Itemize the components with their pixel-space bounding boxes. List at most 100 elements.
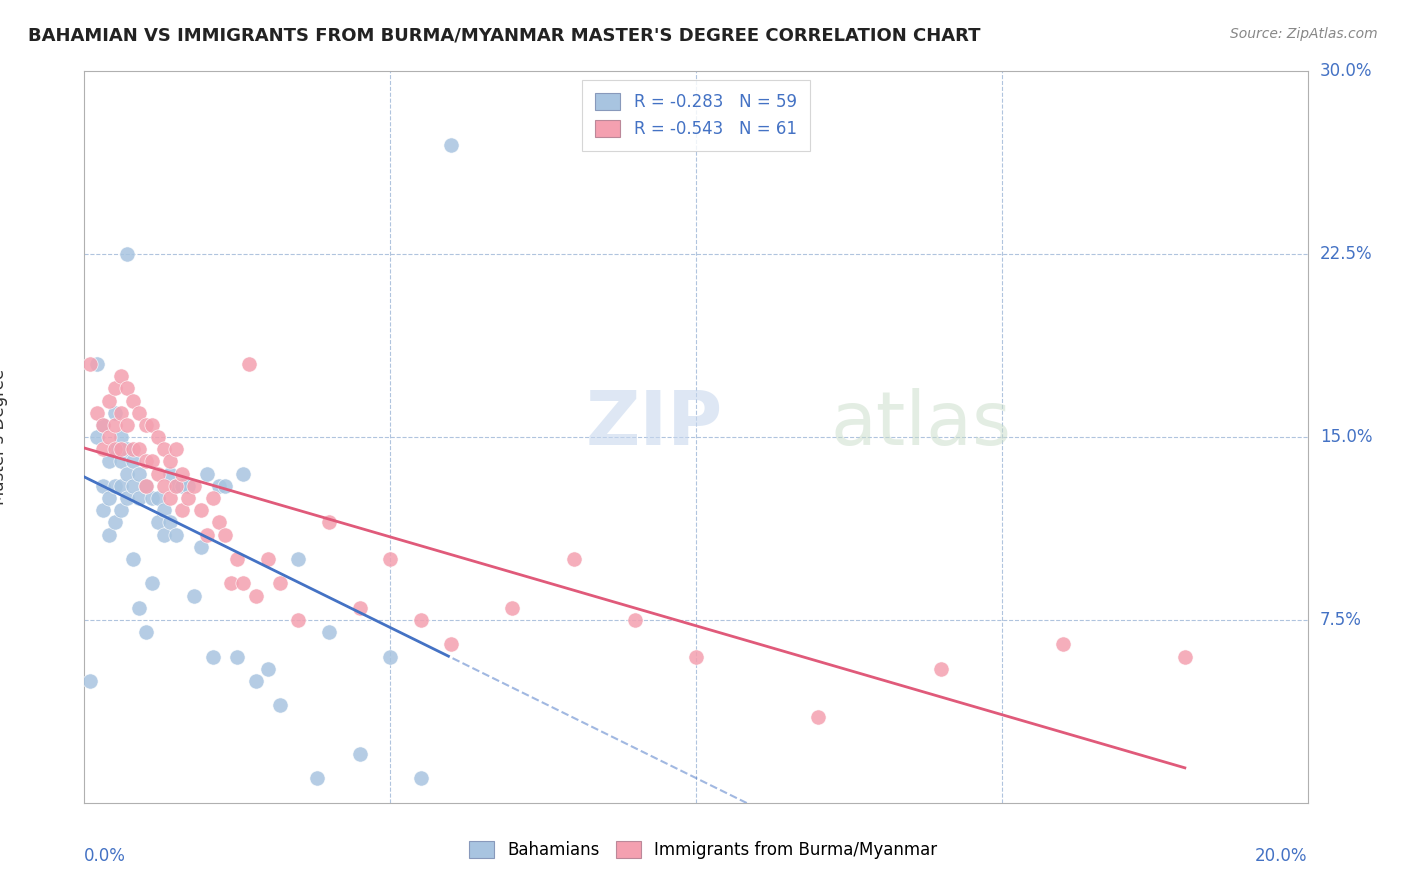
- Point: [685, 649, 707, 664]
- Point: [624, 613, 647, 627]
- Point: [380, 649, 402, 664]
- Point: [122, 479, 145, 493]
- Point: [79, 673, 101, 688]
- Legend: R = -0.283   N = 59, R = -0.543   N = 61: R = -0.283 N = 59, R = -0.543 N = 61: [582, 79, 810, 151]
- Point: [195, 467, 218, 481]
- Point: [97, 454, 120, 468]
- Point: [115, 467, 138, 481]
- Point: [135, 625, 157, 640]
- Point: [318, 625, 340, 640]
- Point: [115, 442, 138, 457]
- Point: [135, 479, 157, 493]
- Point: [141, 491, 163, 505]
- Point: [79, 357, 101, 371]
- Point: [1174, 649, 1197, 664]
- Point: [115, 381, 138, 395]
- Point: [115, 491, 138, 505]
- Point: [440, 637, 463, 651]
- Point: [190, 540, 212, 554]
- Point: [257, 552, 280, 566]
- Point: [269, 576, 291, 591]
- Point: [97, 491, 120, 505]
- Point: [122, 442, 145, 457]
- Point: [104, 442, 127, 457]
- Point: [929, 662, 952, 676]
- Point: [177, 491, 200, 505]
- Point: [1052, 637, 1074, 651]
- Point: [159, 467, 181, 481]
- Point: [146, 467, 169, 481]
- Point: [232, 576, 254, 591]
- Point: [165, 479, 187, 493]
- Point: [146, 491, 169, 505]
- Point: [208, 516, 231, 530]
- Point: [153, 442, 176, 457]
- Point: [97, 430, 120, 444]
- Point: [226, 552, 249, 566]
- Text: 15.0%: 15.0%: [1320, 428, 1372, 446]
- Point: [86, 357, 108, 371]
- Point: [153, 503, 176, 517]
- Text: 7.5%: 7.5%: [1320, 611, 1361, 629]
- Point: [135, 454, 157, 468]
- Point: [208, 479, 231, 493]
- Point: [440, 137, 463, 152]
- Point: [141, 454, 163, 468]
- Point: [201, 491, 224, 505]
- Point: [409, 772, 432, 786]
- Point: [91, 442, 114, 457]
- Text: 0.0%: 0.0%: [84, 847, 127, 864]
- Point: [165, 479, 187, 493]
- Point: [91, 503, 114, 517]
- Point: [128, 600, 150, 615]
- Point: [104, 406, 127, 420]
- Point: [110, 430, 132, 444]
- Point: [409, 613, 432, 627]
- Point: [110, 479, 132, 493]
- Point: [287, 552, 309, 566]
- Point: [110, 454, 132, 468]
- Point: [110, 406, 132, 420]
- Point: [172, 479, 194, 493]
- Point: [238, 357, 260, 371]
- Point: [91, 479, 114, 493]
- Point: [214, 479, 236, 493]
- Point: [159, 491, 181, 505]
- Point: [269, 698, 291, 713]
- Point: [257, 662, 280, 676]
- Point: [110, 503, 132, 517]
- Point: [245, 589, 267, 603]
- Point: [104, 516, 127, 530]
- Point: [146, 516, 169, 530]
- Point: [104, 381, 127, 395]
- Point: [128, 442, 150, 457]
- Point: [807, 710, 830, 724]
- Legend: Bahamians, Immigrants from Burma/Myanmar: Bahamians, Immigrants from Burma/Myanmar: [463, 834, 943, 866]
- Point: [287, 613, 309, 627]
- Point: [177, 479, 200, 493]
- Point: [380, 552, 402, 566]
- Point: [172, 467, 194, 481]
- Point: [226, 649, 249, 664]
- Point: [195, 527, 218, 541]
- Point: [104, 417, 127, 432]
- Point: [135, 417, 157, 432]
- Point: [349, 600, 371, 615]
- Point: [128, 406, 150, 420]
- Point: [146, 430, 169, 444]
- Point: [349, 747, 371, 761]
- Point: [110, 442, 132, 457]
- Point: [135, 479, 157, 493]
- Point: [141, 417, 163, 432]
- Point: [318, 516, 340, 530]
- Point: [201, 649, 224, 664]
- Point: [165, 527, 187, 541]
- Point: [183, 589, 205, 603]
- Point: [165, 442, 187, 457]
- Point: [141, 576, 163, 591]
- Point: [219, 576, 242, 591]
- Point: [128, 467, 150, 481]
- Point: [159, 516, 181, 530]
- Point: [104, 442, 127, 457]
- Point: [115, 247, 138, 261]
